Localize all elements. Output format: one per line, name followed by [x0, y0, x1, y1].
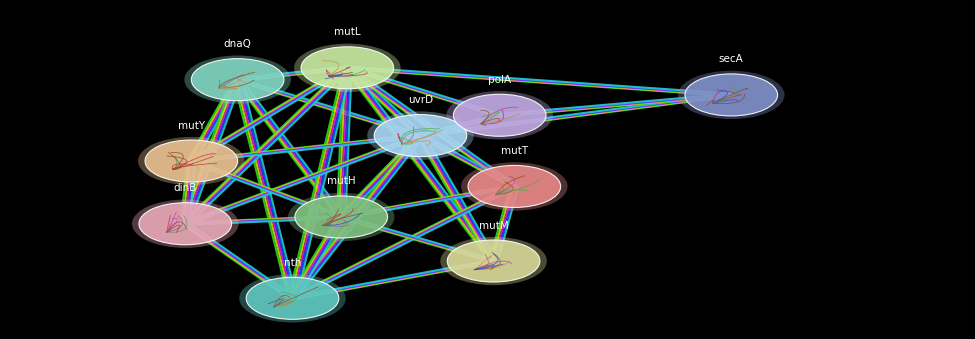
Text: mutH: mutH	[327, 177, 356, 186]
Ellipse shape	[288, 193, 395, 241]
Text: uvrD: uvrD	[408, 95, 433, 105]
Ellipse shape	[461, 162, 567, 211]
Text: mutT: mutT	[501, 146, 527, 156]
Text: dnaQ: dnaQ	[223, 39, 252, 49]
Ellipse shape	[191, 59, 284, 101]
Text: mutY: mutY	[177, 121, 205, 131]
Ellipse shape	[368, 112, 474, 160]
Ellipse shape	[684, 74, 778, 116]
Ellipse shape	[239, 274, 346, 322]
Ellipse shape	[294, 196, 388, 238]
Ellipse shape	[678, 71, 785, 119]
Text: polA: polA	[488, 75, 511, 85]
Text: nth: nth	[284, 258, 301, 268]
Ellipse shape	[453, 94, 546, 136]
Ellipse shape	[448, 240, 540, 282]
Text: mutM: mutM	[479, 221, 509, 231]
Text: secA: secA	[719, 55, 744, 64]
Ellipse shape	[246, 277, 339, 319]
Ellipse shape	[374, 115, 467, 157]
Ellipse shape	[441, 237, 547, 285]
Text: dinB: dinB	[174, 183, 197, 193]
Ellipse shape	[301, 47, 394, 89]
Ellipse shape	[294, 44, 401, 92]
Ellipse shape	[138, 137, 245, 185]
Ellipse shape	[132, 200, 239, 248]
Ellipse shape	[184, 56, 291, 104]
Ellipse shape	[447, 91, 553, 139]
Ellipse shape	[468, 165, 561, 207]
Ellipse shape	[138, 203, 232, 245]
Text: mutL: mutL	[334, 27, 361, 37]
Ellipse shape	[145, 140, 238, 182]
